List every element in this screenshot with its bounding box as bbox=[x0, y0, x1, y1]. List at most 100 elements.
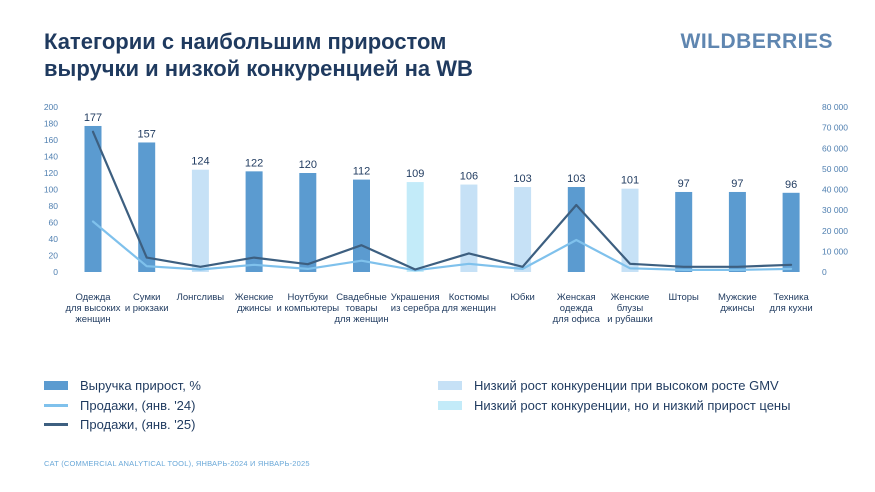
y-tick-label: 40 bbox=[49, 234, 59, 244]
x-category-label-line: товары bbox=[346, 303, 378, 314]
x-category-label-line: Женские bbox=[611, 292, 650, 303]
y2-tick-label: 20 000 bbox=[822, 226, 848, 236]
x-category-label-line: Техника bbox=[773, 292, 809, 303]
bar-value-label: 157 bbox=[138, 128, 156, 140]
bar bbox=[675, 191, 693, 272]
bar-value-label: 96 bbox=[785, 179, 797, 191]
legend-label-low-comp-low-price: Низкий рост конкуренции, но и низкий при… bbox=[474, 397, 791, 413]
line-sales-24 bbox=[91, 220, 793, 272]
bar-value-label: 120 bbox=[299, 159, 317, 171]
bar bbox=[84, 125, 102, 272]
bar-value-label: 177 bbox=[84, 112, 102, 124]
legend-label-sales24: Продажи, (янв. '24) bbox=[80, 397, 196, 413]
legend-swatch-sales24 bbox=[44, 403, 68, 407]
x-category-label-line: для кухни bbox=[770, 303, 813, 314]
y2-tick-label: 70 000 bbox=[822, 123, 848, 133]
y-tick-label: 180 bbox=[44, 119, 58, 129]
chart-area: 0 20 40 60 80 100 120 140 160 180 200 0 10 000 20 000… bbox=[44, 102, 848, 325]
legend-label-sales25: Продажи, (янв. '25) bbox=[80, 417, 196, 433]
x-category-label-line: Мужские bbox=[718, 292, 757, 303]
line-sales-25 bbox=[91, 130, 793, 271]
y2-tick-label: 50 000 bbox=[822, 164, 848, 174]
y-tick-label: 100 bbox=[44, 185, 58, 195]
bar bbox=[353, 179, 370, 272]
bar bbox=[460, 184, 478, 272]
bar bbox=[299, 173, 317, 272]
x-category-label: Мужские джинсы bbox=[718, 292, 757, 314]
y-tick-label: 60 bbox=[49, 218, 59, 228]
x-category-label: Сумки и рюкзаки bbox=[125, 292, 169, 314]
x-category-label-line: и рубашки bbox=[607, 314, 653, 325]
legend-label-low-comp-high-gmv: Низкий рост конкуренции при высоком рост… bbox=[474, 378, 779, 394]
bar bbox=[514, 187, 532, 272]
x-category-label: Женская одежда для офиса bbox=[553, 292, 601, 325]
x-category-label: Женские блузы и рубашки bbox=[607, 292, 653, 325]
x-category-label: Свадебные товары для женщин bbox=[334, 292, 388, 325]
x-category-label-line: Сумки bbox=[133, 292, 161, 303]
x-category-label-line: Ноутбуки bbox=[288, 292, 329, 303]
y-tick-label: 80 bbox=[49, 201, 59, 211]
bar-value-label: 122 bbox=[245, 157, 263, 169]
y-tick-label: 200 bbox=[44, 102, 58, 112]
x-category-label-line: Свадебные bbox=[336, 292, 387, 303]
bar bbox=[621, 188, 639, 272]
bar bbox=[782, 192, 800, 272]
x-category-label: Костюмы для женщин bbox=[442, 292, 496, 314]
legend-item-low-comp-low-price: Низкий рост конкуренции, но и низкий при… bbox=[438, 396, 790, 416]
legend-label-revenue: Выручка прирост, % bbox=[80, 378, 201, 394]
x-category-label-line: Одежда bbox=[75, 292, 111, 303]
bar bbox=[138, 142, 156, 272]
x-category-label-line: одежда bbox=[560, 303, 594, 314]
bar bbox=[567, 187, 585, 272]
x-category-label-line: блузы bbox=[617, 303, 644, 314]
x-category-label-line: Костюмы bbox=[449, 292, 489, 303]
x-category-label-line: из серебра bbox=[391, 303, 441, 314]
bar-value-label: 103 bbox=[513, 173, 531, 185]
brand-logo: WILDBERRIES bbox=[680, 30, 833, 53]
x-category-label: Юбки bbox=[510, 292, 535, 303]
x-category-label-line: Украшения bbox=[391, 292, 440, 303]
x-category-label: Украшения из серебра bbox=[391, 292, 441, 314]
x-category-label: Одежда для высоких женщин bbox=[65, 292, 120, 325]
y2-tick-label: 10 000 bbox=[822, 246, 848, 256]
x-category-label-line: и рюкзаки bbox=[125, 303, 169, 314]
bar-value-label: 106 bbox=[460, 171, 478, 183]
x-category-label-line: для высоких bbox=[65, 303, 120, 314]
y2-tick-label: 80 000 bbox=[822, 102, 848, 112]
legend-right: Низкий рост конкуренции при высоком рост… bbox=[438, 376, 790, 415]
y-tick-label: 160 bbox=[44, 135, 58, 145]
x-category-label-line: женщин bbox=[75, 314, 110, 325]
x-category-label-line: Лонгсливы bbox=[177, 292, 225, 303]
bar bbox=[406, 182, 424, 272]
y-tick-label: 0 bbox=[53, 267, 58, 277]
legend-swatch-sales25 bbox=[44, 423, 68, 427]
bar-value-label: 109 bbox=[406, 168, 424, 180]
bar bbox=[245, 171, 263, 272]
chart-title: Категории с наибольшим приростом выручки… bbox=[44, 28, 564, 82]
x-category-label: Лонгсливы bbox=[177, 292, 225, 303]
x-category-label-line: для женщин bbox=[334, 314, 388, 325]
bar-value-label: 97 bbox=[678, 178, 690, 190]
bar-value-label: 97 bbox=[731, 178, 743, 190]
x-category-label: Ноутбуки и компьютеры bbox=[276, 292, 339, 314]
legend-swatch-low-comp-high-gmv bbox=[438, 381, 462, 391]
title-line-2: выручки и низкой конкуренцией на WB bbox=[44, 56, 473, 81]
legend-left: Выручка прирост, % Продажи, (янв. '24) П… bbox=[44, 376, 201, 435]
bar bbox=[728, 191, 746, 272]
x-category-label-line: для женщин bbox=[442, 303, 496, 314]
x-category-label-line: Юбки bbox=[510, 292, 535, 303]
y2-tick-label: 60 000 bbox=[822, 143, 848, 153]
legend-swatch-revenue bbox=[44, 381, 68, 391]
bar bbox=[191, 169, 209, 272]
x-category-label-line: Женская bbox=[557, 292, 596, 303]
y-tick-label: 120 bbox=[44, 168, 58, 178]
y2-tick-label: 30 000 bbox=[822, 205, 848, 215]
x-category-label-line: джинсы bbox=[720, 303, 754, 314]
bar-value-label: 124 bbox=[191, 156, 209, 168]
legend-item-sales25: Продажи, (янв. '25) bbox=[44, 415, 201, 435]
x-category-label: Шторы bbox=[669, 292, 700, 303]
x-category-label-line: Шторы bbox=[669, 292, 700, 303]
title-line-1: Категории с наибольшим приростом bbox=[44, 29, 447, 54]
x-category-label: Женские джинсы bbox=[235, 292, 274, 314]
legend-item-low-comp-high-gmv: Низкий рост конкуренции при высоком рост… bbox=[438, 376, 790, 396]
